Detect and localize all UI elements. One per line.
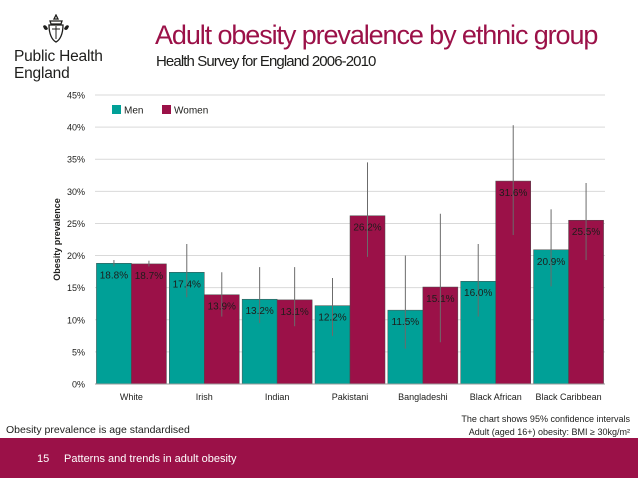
data-label: 18.8%	[100, 270, 128, 281]
chart-subtitle: Health Survey for England 2006-2010	[156, 53, 376, 70]
x-tick-label: Black African	[470, 392, 522, 402]
x-tick-label: Black Caribbean	[536, 392, 602, 402]
data-label: 31.6%	[499, 188, 527, 199]
y-tick-label: 35%	[67, 155, 85, 165]
y-tick-label: 25%	[67, 219, 85, 229]
y-tick-label: 5%	[72, 347, 85, 357]
data-label: 16.0%	[464, 288, 492, 299]
bar-women	[131, 263, 167, 385]
ci-note-line: The chart shows 95% confidence intervals	[461, 414, 630, 424]
age-standardised-note: Obesity prevalence is age standardised	[6, 424, 190, 436]
y-tick-label: 45%	[67, 91, 85, 101]
y-tick-label: 0%	[72, 380, 85, 390]
bar-men	[96, 263, 132, 385]
x-tick-label: Bangladeshi	[398, 392, 448, 402]
x-tick-label: Irish	[196, 392, 213, 402]
y-tick-label: 10%	[67, 315, 85, 325]
data-label: 13.9%	[208, 302, 236, 313]
x-tick-label: Indian	[265, 392, 290, 402]
confidence-interval-note: The chart shows 95% confidence intervals…	[461, 413, 630, 439]
data-label: 26.2%	[353, 223, 381, 234]
legend-label-women: Women	[174, 106, 208, 117]
royal-crest-icon	[43, 14, 69, 43]
x-tick-label: Pakistani	[332, 392, 369, 402]
data-label: 15.1%	[426, 294, 454, 305]
data-label: 18.7%	[135, 271, 163, 282]
bmi-definition-note: Adult (aged 16+) obesity: BMI ≥ 30kg/m²	[468, 427, 630, 437]
y-axis-label: Obesity prevalence	[52, 198, 62, 281]
data-label: 13.1%	[280, 307, 308, 318]
y-tick-label: 40%	[67, 123, 85, 133]
data-label: 13.2%	[245, 306, 273, 317]
org-name-line2: England	[14, 65, 70, 82]
footer-title: Patterns and trends in adult obesity	[64, 453, 237, 465]
y-tick-label: 20%	[67, 251, 85, 261]
legend-swatch-men	[112, 105, 121, 114]
chart-title: Adult obesity prevalence by ethnic group	[155, 20, 598, 50]
y-tick-label: 30%	[67, 187, 85, 197]
data-label: 12.2%	[318, 313, 346, 324]
y-tick-label: 15%	[67, 283, 85, 293]
page-number: 15	[37, 453, 50, 465]
phe-logo: Public Health England	[14, 14, 154, 84]
footer-bar: 15 Patterns and trends in adult obesity	[0, 438, 638, 478]
org-name-line1: Public Health	[14, 48, 103, 65]
x-tick-label: White	[120, 392, 143, 402]
bar-chart: 0% 5% 10% 15% 20% 25% 30% 35% 40% 45% Obesity prev…	[52, 91, 605, 402]
data-label: 11.5%	[392, 317, 420, 328]
data-label: 17.4%	[173, 279, 201, 290]
legend-swatch-women	[162, 105, 171, 114]
data-label: 20.9%	[537, 257, 565, 268]
legend-label-men: Men	[124, 106, 143, 117]
data-label: 25.5%	[572, 227, 600, 238]
